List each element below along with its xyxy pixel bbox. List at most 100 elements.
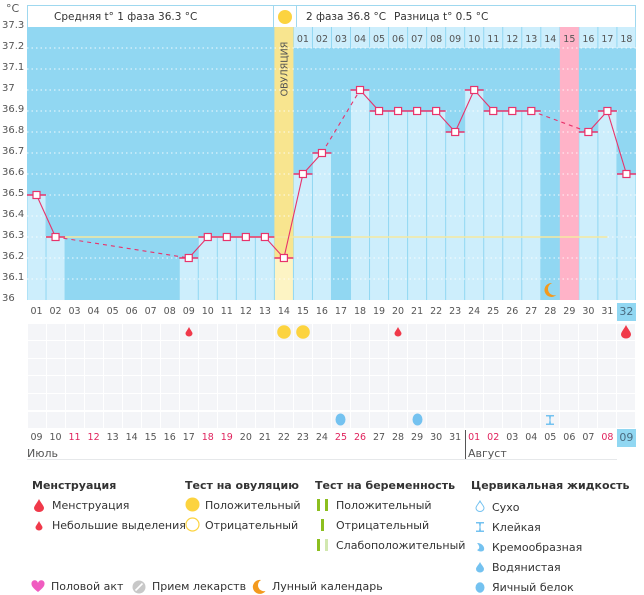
marker-cell[interactable] <box>617 376 636 393</box>
marker-cell[interactable] <box>236 376 255 393</box>
marker-cell[interactable] <box>446 358 465 376</box>
marker-cell[interactable] <box>236 411 255 429</box>
calendar-date-label[interactable]: 25 <box>334 432 348 443</box>
calendar-date-label[interactable]: 07 <box>582 432 595 443</box>
menstruation-drop-icon[interactable] <box>620 324 632 339</box>
marker-cell[interactable] <box>408 393 427 411</box>
marker-cell[interactable] <box>484 323 503 341</box>
marker-cell[interactable] <box>598 323 617 341</box>
marker-cell[interactable] <box>84 323 103 341</box>
marker-cell[interactable] <box>27 411 46 429</box>
marker-cell[interactable] <box>465 393 484 411</box>
cycle-day-label[interactable]: 15 <box>296 306 309 317</box>
marker-cell[interactable] <box>65 376 84 393</box>
marker-cell[interactable] <box>217 323 236 341</box>
marker-cell[interactable] <box>408 358 427 376</box>
marker-cell[interactable] <box>503 376 522 393</box>
marker-cell[interactable] <box>160 393 179 411</box>
ovulation-positive-icon[interactable] <box>277 324 291 339</box>
marker-cell[interactable] <box>617 393 636 411</box>
marker-cell[interactable] <box>446 341 465 358</box>
calendar-date-label[interactable]: 08 <box>601 432 614 443</box>
marker-cell[interactable] <box>160 358 179 376</box>
marker-cell[interactable] <box>541 341 560 358</box>
marker-cell[interactable] <box>293 358 312 376</box>
marker-cell[interactable] <box>389 358 408 376</box>
marker-cell[interactable] <box>541 376 560 393</box>
marker-cell[interactable] <box>541 358 560 376</box>
marker-cell[interactable] <box>541 323 560 341</box>
calendar-date-label[interactable]: 05 <box>544 432 557 443</box>
calendar-date-label[interactable]: 24 <box>315 432 328 443</box>
marker-cell[interactable] <box>312 411 331 429</box>
calendar-date-label[interactable]: 21 <box>258 432 271 443</box>
calendar-date-label[interactable]: 06 <box>563 432 576 443</box>
marker-cell[interactable] <box>427 323 446 341</box>
calendar-date-label[interactable]: 23 <box>296 432 309 443</box>
ovulation-sun-icon[interactable] <box>278 10 292 24</box>
marker-cell[interactable] <box>560 358 579 376</box>
marker-cell[interactable] <box>274 376 293 393</box>
cervical-egg-white-icon[interactable] <box>335 413 346 426</box>
marker-cell[interactable] <box>579 358 598 376</box>
marker-cell[interactable] <box>179 411 198 429</box>
marker-cell[interactable] <box>446 323 465 341</box>
cycle-day-label[interactable]: 11 <box>220 306 233 317</box>
marker-cell[interactable] <box>370 341 389 358</box>
temperature-plot[interactable]: 01 02 03 04 05 06 07 08 09 10 11 12 13 14 15 16 17 18 ОВУЛ… <box>27 27 636 300</box>
marker-cell[interactable] <box>103 358 122 376</box>
marker-cell[interactable] <box>408 323 427 341</box>
marker-cell[interactable] <box>122 358 141 376</box>
marker-cell[interactable] <box>465 376 484 393</box>
marker-cell[interactable] <box>141 411 160 429</box>
marker-cell[interactable] <box>598 341 617 358</box>
cycle-day-label[interactable]: 09 <box>182 306 195 317</box>
marker-cell[interactable] <box>522 393 541 411</box>
calendar-date-label[interactable]: 12 <box>87 432 100 443</box>
marker-cell[interactable] <box>522 341 541 358</box>
marker-cell[interactable] <box>351 411 370 429</box>
marker-cell[interactable] <box>598 376 617 393</box>
marker-cell[interactable] <box>465 341 484 358</box>
marker-cell[interactable] <box>446 393 465 411</box>
marker-cell[interactable] <box>389 411 408 429</box>
marker-cell[interactable] <box>46 323 65 341</box>
cycle-day-label[interactable]: 30 <box>582 306 595 317</box>
marker-cell[interactable] <box>560 323 579 341</box>
cycle-day-label[interactable]: 32 <box>616 303 636 321</box>
calendar-date-label[interactable]: 26 <box>353 432 367 443</box>
marker-cell[interactable] <box>560 393 579 411</box>
marker-cell[interactable] <box>312 358 331 376</box>
marker-cell[interactable] <box>274 341 293 358</box>
light-spotting-drop-icon[interactable] <box>394 326 402 337</box>
marker-cell[interactable] <box>84 393 103 411</box>
cycle-day-label[interactable]: 24 <box>468 306 481 317</box>
marker-cell[interactable] <box>141 358 160 376</box>
cycle-day-label[interactable]: 22 <box>430 306 443 317</box>
marker-cell[interactable] <box>65 323 84 341</box>
marker-cell[interactable] <box>408 341 427 358</box>
marker-cell[interactable] <box>198 376 217 393</box>
calendar-date-label[interactable]: 02 <box>487 432 500 443</box>
marker-cell[interactable] <box>46 341 65 358</box>
cycle-day-label[interactable]: 21 <box>411 306 424 317</box>
marker-cell[interactable] <box>274 393 293 411</box>
calendar-date-label[interactable]: 03 <box>506 432 519 443</box>
marker-cell[interactable] <box>46 358 65 376</box>
marker-cell[interactable] <box>351 358 370 376</box>
marker-cell[interactable] <box>427 393 446 411</box>
marker-cell[interactable] <box>370 323 389 341</box>
marker-cell[interactable] <box>46 393 65 411</box>
marker-cell[interactable] <box>274 358 293 376</box>
marker-cell[interactable] <box>179 376 198 393</box>
marker-cell[interactable] <box>331 376 350 393</box>
marker-cell[interactable] <box>579 341 598 358</box>
marker-cell[interactable] <box>65 341 84 358</box>
marker-cell[interactable] <box>465 411 484 429</box>
marker-cell[interactable] <box>503 358 522 376</box>
marker-cell[interactable] <box>389 376 408 393</box>
marker-cell[interactable] <box>236 393 255 411</box>
cycle-day-label[interactable]: 27 <box>525 306 538 317</box>
marker-cell[interactable] <box>198 341 217 358</box>
marker-cell[interactable] <box>27 358 46 376</box>
